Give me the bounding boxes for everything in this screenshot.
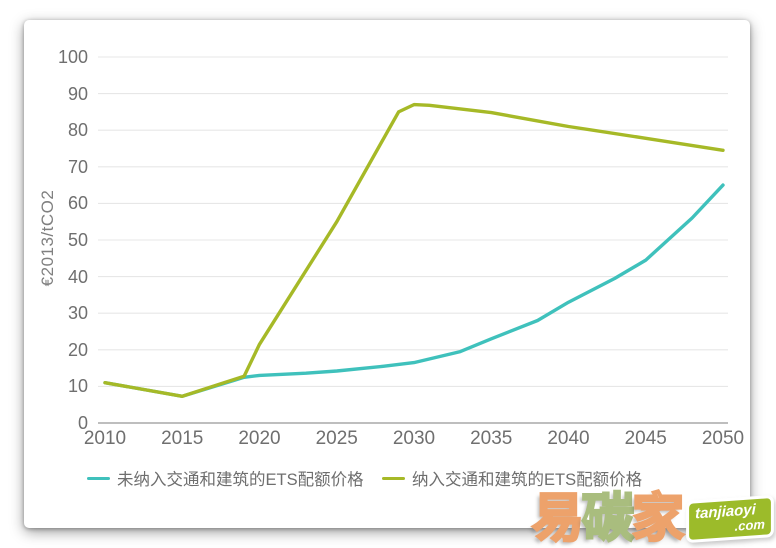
y-tick-label: 10 — [67, 376, 88, 397]
watermark-char-tan: 碳 — [581, 490, 636, 548]
legend-dash-teal-icon — [87, 476, 110, 480]
y-tick-label: 70 — [67, 156, 88, 177]
watermark-char-jia: 家 — [631, 490, 686, 548]
x-tick-label: 2035 — [470, 428, 513, 449]
x-tick-label: 2025 — [315, 428, 358, 449]
chart-card: €2013/tCO2 未纳入交通和建筑的ETS配额价格 纳入交通和建筑的ETS配… — [24, 20, 750, 528]
y-tick-label: 60 — [67, 193, 88, 214]
x-tick-label: 2010 — [83, 428, 127, 449]
legend-dash-olive-icon — [382, 476, 405, 480]
watermark-char-yi: 易 — [531, 490, 586, 548]
plot-area: €2013/tCO2 未纳入交通和建筑的ETS配额价格 纳入交通和建筑的ETS配… — [24, 20, 750, 528]
legend-label-without-ets: 未纳入交通和建筑的ETS配额价格 — [117, 471, 364, 489]
y-tick-label: 40 — [67, 266, 88, 287]
chart-canvas — [98, 56, 728, 424]
y-tick-label: 20 — [67, 339, 88, 360]
x-tick-label: 2040 — [547, 428, 590, 449]
legend-item-with-ets: 纳入交通和建筑的ETS配额价格 — [382, 467, 642, 489]
x-tick-label: 2030 — [392, 428, 436, 449]
legend-item-without-ets: 未纳入交通和建筑的ETS配额价格 — [87, 467, 364, 489]
y-tick-label: 30 — [67, 303, 88, 324]
y-tick-label: 90 — [67, 83, 88, 104]
y-tick-label: 80 — [67, 120, 88, 141]
x-tick-label: 2020 — [238, 428, 281, 449]
x-tick-label: 2050 — [701, 428, 745, 449]
x-tick-label: 2015 — [161, 428, 204, 449]
y-tick-label: 100 — [57, 47, 88, 67]
legend-label-with-ets: 纳入交通和建筑的ETS配额价格 — [412, 471, 643, 489]
watermark-logo: 易 碳 家 tanjiaoyi .com — [531, 490, 774, 548]
y-tick-label: 50 — [67, 230, 88, 250]
y-tick-label: 0 — [77, 413, 88, 433]
x-tick-label: 2045 — [624, 428, 667, 449]
watermark-badge: tanjiaoyi .com — [686, 494, 774, 544]
